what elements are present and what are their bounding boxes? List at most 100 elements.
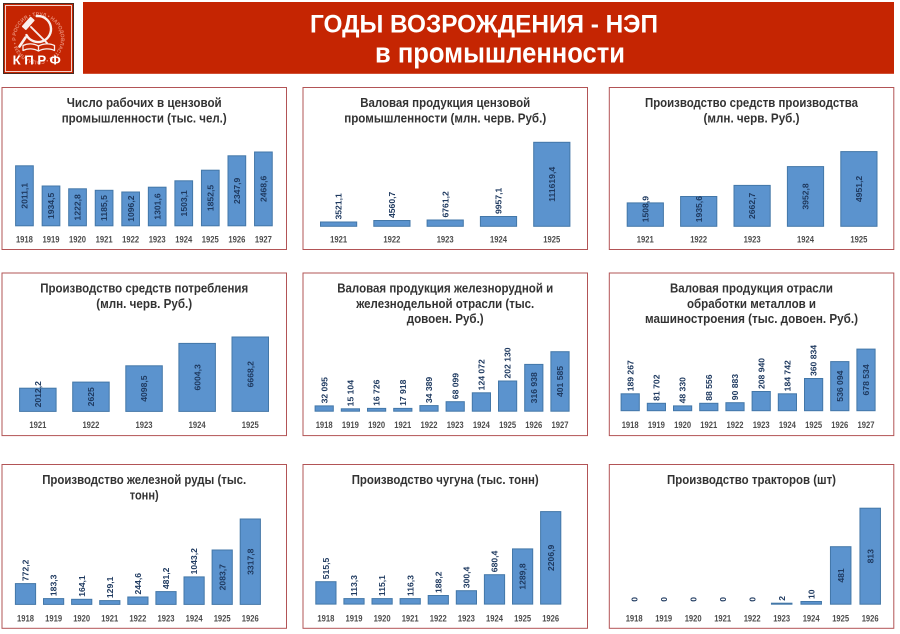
svg-text:1289,8: 1289,8 [518, 563, 528, 590]
svg-text:680,4: 680,4 [490, 550, 500, 572]
svg-text:113,3: 113,3 [349, 575, 359, 596]
svg-text:1919: 1919 [655, 613, 672, 623]
svg-text:1919: 1919 [43, 234, 60, 244]
svg-text:1923: 1923 [437, 234, 454, 244]
svg-text:Производство средств производс: Производство средств производства [645, 96, 859, 110]
svg-text:813: 813 [865, 549, 875, 564]
svg-text:2011,1: 2011,1 [20, 183, 30, 209]
svg-text:обработки металлов и: обработки металлов и [687, 297, 816, 311]
svg-text:1919: 1919 [45, 613, 62, 623]
svg-text:1926: 1926 [242, 613, 259, 623]
svg-text:0: 0 [747, 597, 757, 602]
svg-text:1852,5: 1852,5 [205, 185, 215, 212]
svg-text:1921: 1921 [700, 420, 717, 430]
svg-text:1921: 1921 [29, 420, 46, 430]
svg-text:Валовая продукция железнорудно: Валовая продукция железнорудной и [337, 282, 553, 296]
svg-text:ГОДЫ ВОЗРОЖДЕНИЯ - НЭП: ГОДЫ ВОЗРОЖДЕНИЯ - НЭП [310, 10, 658, 38]
svg-text:1508,9: 1508,9 [640, 196, 650, 223]
svg-text:Число рабочих в цензовой: Число рабочих в цензовой [67, 96, 222, 110]
svg-text:1919: 1919 [648, 420, 665, 430]
svg-text:1925: 1925 [499, 420, 516, 430]
svg-text:3317,8: 3317,8 [245, 548, 255, 575]
svg-text:16 726: 16 726 [372, 379, 382, 406]
svg-text:17 918: 17 918 [398, 379, 408, 406]
svg-text:111619,4: 111619,4 [547, 167, 557, 202]
svg-text:1923: 1923 [158, 613, 175, 623]
svg-text:1935,6: 1935,6 [694, 196, 704, 223]
svg-text:1922: 1922 [727, 420, 744, 430]
svg-text:1918: 1918 [317, 613, 334, 623]
svg-text:34 389: 34 389 [424, 377, 434, 404]
svg-text:316 938: 316 938 [529, 372, 539, 403]
svg-text:промышленности (млн. черв. Руб: промышленности (млн. черв. Руб.) [344, 111, 546, 125]
svg-text:772,2: 772,2 [21, 559, 31, 581]
svg-text:(млн. черв. Руб.): (млн. черв. Руб.) [704, 111, 800, 125]
svg-text:48 330: 48 330 [678, 377, 688, 404]
svg-text:1927: 1927 [552, 420, 569, 430]
svg-text:1926: 1926 [831, 420, 848, 430]
svg-text:401 585: 401 585 [555, 366, 565, 397]
svg-text:1925: 1925 [832, 613, 849, 623]
svg-text:515,5: 515,5 [321, 557, 331, 579]
svg-text:1222,8: 1222,8 [73, 194, 83, 221]
svg-text:1185,5: 1185,5 [99, 195, 109, 221]
svg-text:Валовая продукция отрасли: Валовая продукция отрасли [670, 282, 833, 296]
svg-text:88 556: 88 556 [704, 374, 714, 401]
svg-text:189 267: 189 267 [625, 360, 635, 391]
svg-text:1923: 1923 [149, 234, 166, 244]
svg-text:1934,5: 1934,5 [46, 193, 56, 220]
svg-text:202 130: 202 130 [503, 347, 513, 378]
svg-text:Производство железной руды (ты: Производство железной руды (тыс. [42, 473, 246, 487]
svg-text:1921: 1921 [96, 234, 113, 244]
svg-text:2012,2: 2012,2 [33, 381, 43, 408]
svg-text:1925: 1925 [514, 613, 531, 623]
svg-text:1096,2: 1096,2 [126, 195, 136, 222]
svg-text:1924: 1924 [779, 420, 796, 430]
svg-text:2347,9: 2347,9 [232, 177, 242, 204]
svg-text:1923: 1923 [136, 420, 153, 430]
svg-text:машиностроения (тыс. довоен. Р: машиностроения (тыс. довоен. Руб.) [645, 312, 858, 326]
svg-text:1918: 1918 [316, 420, 333, 430]
svg-text:115,1: 115,1 [377, 575, 387, 596]
svg-text:1918: 1918 [622, 420, 639, 430]
svg-text:1921: 1921 [330, 234, 347, 244]
svg-text:1922: 1922 [421, 420, 438, 430]
svg-text:184 742: 184 742 [783, 360, 793, 391]
svg-text:6668,2: 6668,2 [245, 361, 255, 388]
svg-text:0: 0 [659, 597, 669, 602]
svg-text:1920: 1920 [685, 613, 702, 623]
svg-text:1924: 1924 [486, 613, 503, 623]
svg-text:0: 0 [629, 597, 639, 602]
svg-text:1922: 1922 [690, 234, 707, 244]
svg-text:2083,7: 2083,7 [217, 564, 227, 591]
svg-text:1918: 1918 [626, 613, 643, 623]
svg-text:164,1: 164,1 [77, 575, 87, 597]
svg-text:1921: 1921 [394, 420, 411, 430]
svg-text:1920: 1920 [674, 420, 691, 430]
svg-text:9957,1: 9957,1 [494, 187, 504, 214]
svg-text:Производство средств потреблен: Производство средств потребления [40, 282, 248, 296]
svg-text:тонн): тонн) [130, 488, 159, 502]
svg-text:15 104: 15 104 [346, 380, 356, 407]
svg-text:Производство тракторов (шт): Производство тракторов (шт) [667, 473, 836, 487]
svg-text:1925: 1925 [805, 420, 822, 430]
svg-text:1923: 1923 [773, 613, 790, 623]
svg-text:208 940: 208 940 [756, 358, 766, 389]
svg-text:1921: 1921 [101, 613, 118, 623]
svg-text:1923: 1923 [753, 420, 770, 430]
svg-text:1921: 1921 [402, 613, 419, 623]
svg-text:6761,2: 6761,2 [440, 191, 450, 218]
svg-text:1924: 1924 [189, 420, 206, 430]
svg-text:1922: 1922 [82, 420, 99, 430]
svg-text:1922: 1922 [744, 613, 761, 623]
svg-text:1922: 1922 [122, 234, 139, 244]
svg-text:1918: 1918 [16, 234, 33, 244]
svg-text:1918: 1918 [17, 613, 34, 623]
svg-text:81 702: 81 702 [652, 374, 662, 401]
svg-text:1922: 1922 [430, 613, 447, 623]
svg-text:1924: 1924 [473, 420, 490, 430]
svg-text:железнодельной отрасли (тыс.: железнодельной отрасли (тыс. [355, 297, 534, 311]
svg-text:1925: 1925 [242, 420, 259, 430]
svg-text:Производство чугуна (тыс. тонн: Производство чугуна (тыс. тонн) [352, 473, 539, 487]
svg-text:в промышленности: в промышленности [375, 38, 625, 70]
